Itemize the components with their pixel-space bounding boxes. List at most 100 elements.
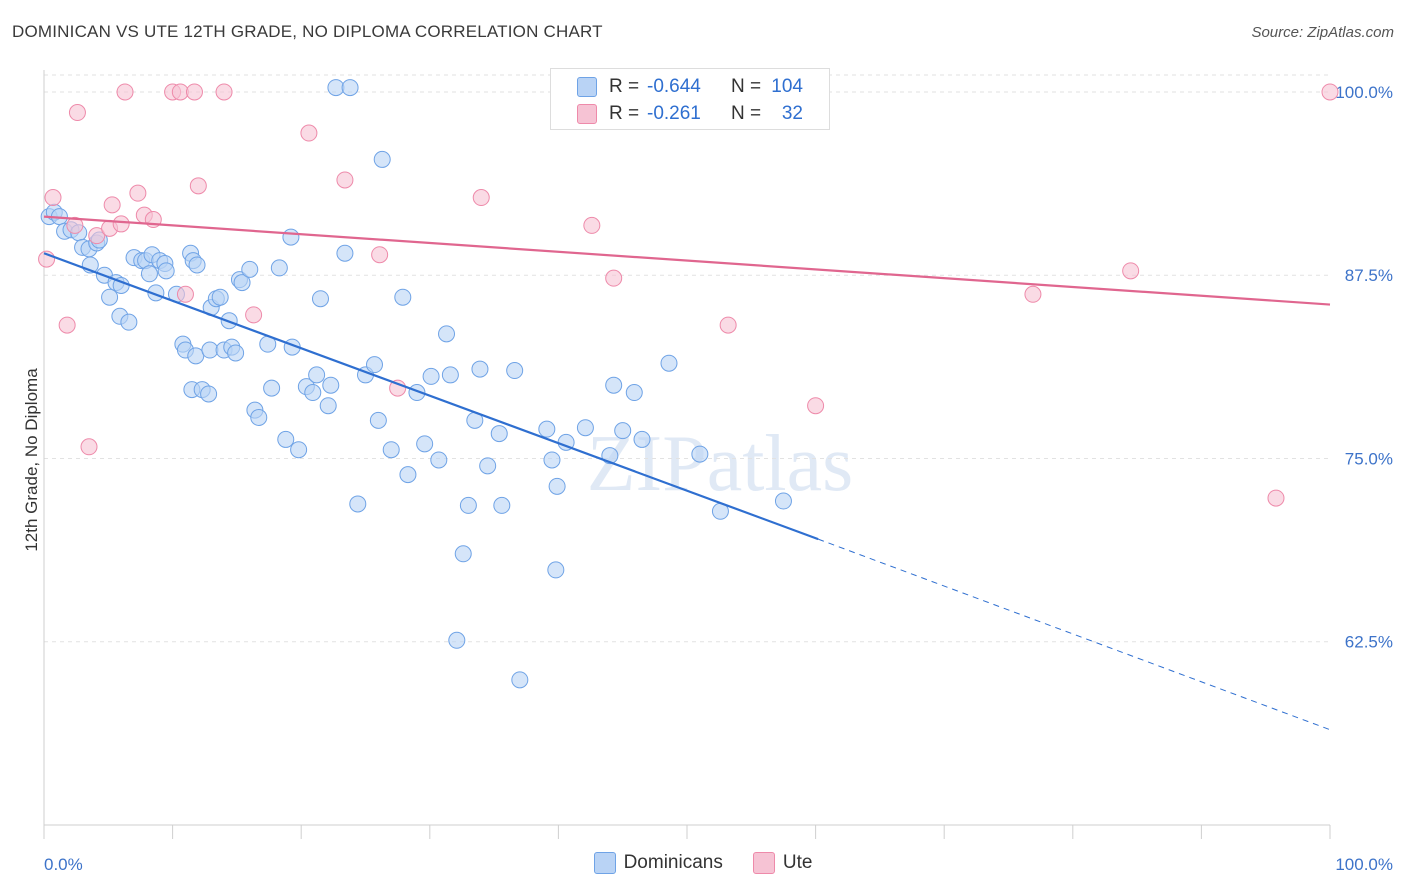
x-tick-label: 100.0% <box>1335 855 1393 874</box>
dominicans-point <box>506 362 524 380</box>
dominicans-point <box>416 435 434 453</box>
bottom-legend: Dominicans Ute <box>0 852 1406 874</box>
dominicans-point <box>120 313 138 331</box>
dominicans-point <box>308 366 326 384</box>
stats-legend: R = -0.644 N = 104 R = -0.261 N = 32 <box>550 68 830 130</box>
dominicans-point <box>399 466 417 484</box>
n-label: N = <box>731 76 762 97</box>
ute-point <box>129 184 147 202</box>
dominicans-point <box>438 325 456 343</box>
n-label: N = <box>731 103 762 124</box>
dominicans-point <box>479 457 497 475</box>
dominicans-point <box>233 274 251 292</box>
ute-point <box>44 189 62 207</box>
ute-legend-swatch <box>752 852 775 874</box>
ute-swatch <box>577 104 597 124</box>
dominicans-point <box>201 341 219 359</box>
ute-point <box>66 216 84 234</box>
dominicans-point <box>366 356 384 374</box>
stats-row-dominicans: R = -0.644 N = 104 <box>551 74 829 100</box>
dominicans-point <box>341 79 359 97</box>
dominicans-point <box>282 228 300 246</box>
ute-point <box>58 316 76 334</box>
ute-point <box>1267 489 1285 507</box>
ute-point <box>1024 285 1042 303</box>
dominicans-point <box>774 492 792 510</box>
dominicans-point <box>200 385 218 403</box>
dominicans-point <box>382 441 400 459</box>
dominicans-point <box>311 290 329 308</box>
ute-point <box>583 216 601 234</box>
dominicans-point <box>422 367 440 385</box>
dominicans-point <box>538 420 556 438</box>
ute-point <box>336 171 354 189</box>
ute-point <box>215 83 233 101</box>
dominicans-point <box>349 495 367 513</box>
dominicans-point <box>327 79 345 97</box>
dominicans-point <box>454 545 472 563</box>
dominicans-point <box>441 366 459 384</box>
dominicans-point <box>227 344 245 362</box>
r-label: R = <box>609 103 640 124</box>
dominicans-point <box>250 408 268 426</box>
ute-point <box>176 285 194 303</box>
dominicans-point <box>633 430 651 448</box>
dominicans-point <box>319 397 337 415</box>
dominicans-point <box>543 451 561 469</box>
dominicans-point <box>614 422 632 440</box>
dominicans-point <box>448 631 466 649</box>
n-value: 104 <box>771 76 803 97</box>
ute-point <box>1321 83 1339 101</box>
y-tick-label: 87.5% <box>1345 266 1393 285</box>
ute-point <box>371 246 389 264</box>
stats-row-ute: R = -0.261 N = 32 <box>551 101 829 127</box>
dominicans-point <box>188 256 206 274</box>
legend-item-dominicans[interactable]: Dominicans <box>593 852 723 874</box>
ute-point <box>245 306 263 324</box>
ute-point <box>389 379 407 397</box>
dominicans-point <box>241 260 259 278</box>
source-label: Source: ZipAtlas.com <box>1251 24 1394 41</box>
dominicans-point <box>263 379 281 397</box>
n-value: 32 <box>781 103 803 124</box>
y-tick-label: 100.0% <box>1335 83 1393 102</box>
ute-point <box>112 215 130 233</box>
dominicans-point <box>322 376 340 394</box>
ute-point <box>189 177 207 195</box>
r-value: -0.261 <box>647 103 701 124</box>
ute-point <box>719 316 737 334</box>
legend-label-ute: Ute <box>782 852 813 873</box>
ute-point <box>1122 262 1140 280</box>
ute-point <box>472 189 490 207</box>
dominicans-point <box>471 360 489 378</box>
legend-label-dominicans: Dominicans <box>623 852 723 873</box>
dominicans-point <box>691 445 709 463</box>
ute-point <box>807 397 825 415</box>
ute-point <box>68 104 86 122</box>
dominicans-point <box>304 384 322 402</box>
y-tick-label: 75.0% <box>1345 449 1393 468</box>
dominicans-point <box>490 425 508 443</box>
dominicans-point <box>101 288 119 306</box>
dominicans-point <box>394 288 412 306</box>
dominicans-swatch <box>577 77 597 97</box>
dominicans-point <box>211 288 229 306</box>
r-label: R = <box>609 76 640 97</box>
dominicans-point <box>493 496 511 514</box>
dominicans-trend-line <box>43 252 819 541</box>
x-tick-label: 0.0% <box>44 855 83 874</box>
legend-item-ute[interactable]: Ute <box>752 852 813 874</box>
watermark: ZIPatlas <box>587 420 854 508</box>
ute-point <box>88 227 106 245</box>
ute-point <box>80 438 98 456</box>
ute-trend-line <box>43 215 1331 306</box>
ute-point <box>171 83 189 101</box>
dominicans-point <box>270 259 288 277</box>
dominicans-point <box>277 430 295 448</box>
r-value: -0.644 <box>647 76 701 97</box>
chart-title: DOMINICAN VS UTE 12TH GRADE, NO DIPLOMA … <box>12 22 603 41</box>
dominicans-legend-swatch <box>593 852 616 874</box>
dominicans-point <box>511 671 529 689</box>
ute-point <box>185 83 203 101</box>
